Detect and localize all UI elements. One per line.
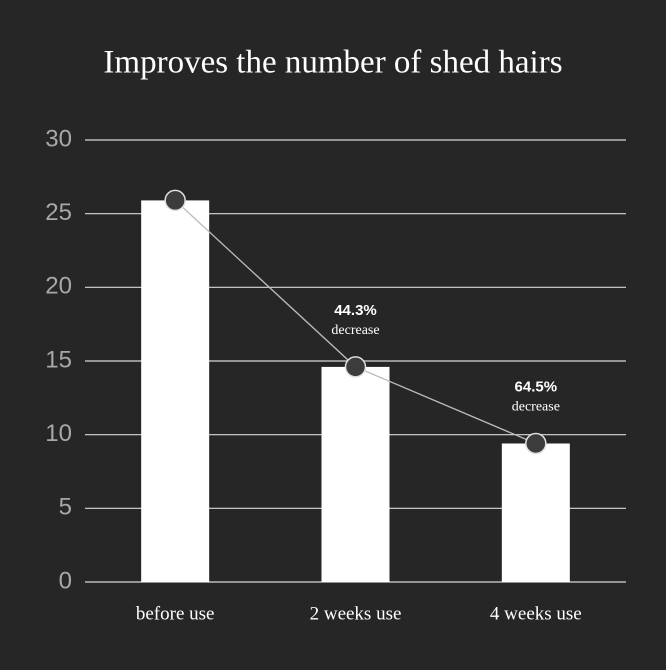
y-tick-label: 25 [45, 199, 72, 226]
bar [501, 443, 570, 582]
marker [525, 432, 547, 455]
bar [141, 200, 210, 582]
marker [344, 356, 367, 378]
x-tick-label: before use [136, 603, 215, 624]
y-tick-label: 10 [45, 420, 72, 447]
y-tick-label: 30 [45, 125, 72, 152]
annotation-sub: decrease [331, 323, 379, 338]
marker [164, 189, 186, 212]
y-tick-label: 20 [45, 273, 72, 300]
annotation: 64.5% [515, 378, 558, 395]
chart-title: Improves the number of shed hairs [103, 45, 562, 81]
y-tick-label: 0 [59, 567, 72, 594]
bar [321, 366, 390, 582]
annotation-sub: decrease [512, 400, 560, 415]
y-tick-label: 5 [59, 494, 72, 521]
x-tick-label: 4 weeks use [490, 603, 582, 624]
annotation: 44.3% [334, 302, 377, 319]
x-tick-label: 2 weeks use [310, 603, 402, 624]
y-tick-label: 15 [45, 346, 72, 373]
